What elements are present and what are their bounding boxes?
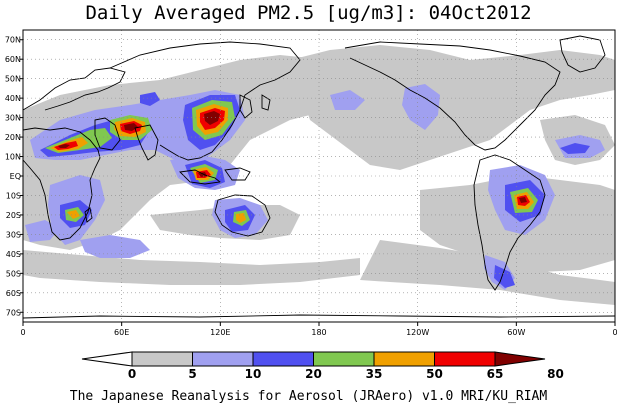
colorbar-swatch-min [81, 351, 133, 367]
x-tick-label: 180 [311, 328, 326, 337]
coastlines [23, 35, 615, 319]
level-5-10-regions [23, 45, 615, 305]
x-tick-label: 0 [20, 328, 25, 337]
x-tick-label: 60E [114, 328, 129, 337]
colorbar-label: 50 [426, 367, 443, 381]
chart-title: Daily Averaged PM2.5 [ug/m3]: 04Oct2012 [85, 2, 532, 24]
colorbar-swatch [373, 351, 435, 367]
colorbar-label: 80 [547, 367, 564, 381]
y-tick-label: 10S [6, 191, 21, 200]
y-tick-label: 70N [5, 36, 21, 45]
y-tick-label: 10N [5, 153, 21, 162]
colorbar: 0 5 10 20 35 50 65 80 [81, 351, 564, 381]
colorbar-label: 35 [366, 367, 383, 381]
y-axis-ticks: 70N 60N 50N 40N 30N 20N 10N EQ 10S 20S 30S 40S 50S 60… [5, 36, 23, 317]
y-tick-label: 20S [6, 211, 21, 220]
y-tick-label: 60N [5, 55, 21, 64]
y-tick-label: 50S [6, 269, 21, 278]
y-tick-label: 40N [5, 94, 21, 103]
colorbar-label: 65 [487, 367, 504, 381]
y-tick-label: 60S [6, 289, 21, 298]
gridlines [23, 30, 615, 322]
colorbar-label: 10 [245, 367, 262, 381]
colorbar-swatch [252, 351, 314, 367]
colorbar-swatch [434, 351, 496, 367]
colorbar-swatch [131, 351, 193, 367]
y-tick-label: 20N [5, 133, 21, 142]
y-tick-label: EQ [10, 172, 21, 181]
colorbar-swatch [192, 351, 254, 367]
y-tick-label: 30S [6, 230, 21, 239]
colorbar-label: 20 [305, 367, 322, 381]
y-tick-label: 70S [6, 308, 21, 317]
y-tick-label: 50N [5, 75, 21, 84]
y-tick-label: 40S [6, 250, 21, 259]
colorbar-swatch [313, 351, 375, 367]
level-80-plus-regions [58, 111, 527, 203]
colorbar-label: 0 [128, 367, 136, 381]
colorbar-label: 5 [188, 367, 196, 381]
x-tick-label: 0 [612, 328, 617, 337]
footer-credit: The Japanese Reanalysis for Aerosol (JRA… [69, 389, 548, 404]
x-axis-ticks: 0 60E 120E 180 120W 60W 0 [20, 322, 617, 337]
x-tick-label: 60W [507, 328, 525, 337]
y-tick-label: 30N [5, 114, 21, 123]
x-tick-label: 120W [406, 328, 429, 337]
x-tick-label: 120E [210, 328, 230, 337]
colorbar-swatch-max [494, 351, 546, 367]
